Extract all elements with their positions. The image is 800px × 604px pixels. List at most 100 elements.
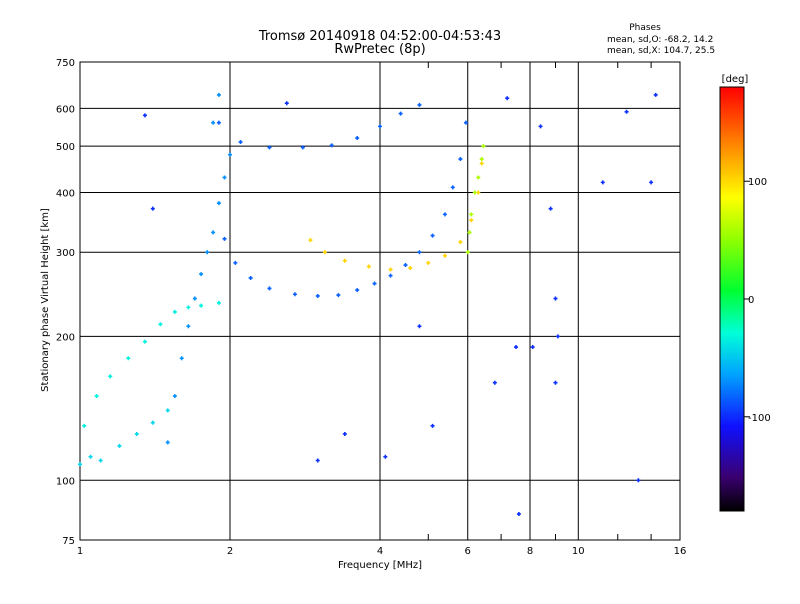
data-point [158, 322, 163, 327]
chart-subtitle: RwPretec (8p) [334, 42, 425, 57]
data-point [98, 458, 103, 463]
data-point [472, 190, 477, 195]
data-point [108, 374, 113, 379]
phases-title: Phases [629, 23, 661, 33]
tick-labels: 1 2 4 6 8 10 16 750 600 500 400 300 200 100 75 [56, 58, 686, 557]
y-tick-label: 600 [56, 104, 75, 115]
data-point [267, 286, 272, 291]
data-point [117, 443, 122, 448]
data-point [199, 303, 204, 308]
data-point [403, 263, 408, 268]
chart-title: Tromsø 20140918 04:52:00-04:53:43 [258, 29, 501, 44]
data-point [430, 233, 435, 238]
data-point [479, 157, 484, 162]
data-point [179, 356, 184, 361]
data-point [308, 238, 313, 243]
data-point [600, 180, 605, 185]
x-axis-label: Frequency [MHz] [338, 560, 422, 571]
data-point [165, 440, 170, 445]
data-point [216, 120, 221, 125]
data-point [426, 260, 431, 265]
data-point [322, 250, 327, 255]
data-point [315, 293, 320, 298]
data-point [192, 296, 197, 301]
data-point [408, 266, 413, 271]
data-point [134, 431, 139, 436]
data-point [653, 92, 658, 97]
data-point [355, 288, 360, 293]
colorbar-tick-label: -100 [748, 413, 771, 424]
x-tick-label: 8 [527, 546, 533, 557]
data-point [505, 96, 510, 101]
data-point [469, 212, 474, 217]
data-point [150, 420, 155, 425]
data-point [476, 175, 481, 180]
data-point [78, 462, 82, 467]
data-point [216, 300, 221, 305]
data-point [150, 206, 155, 211]
data-point [479, 161, 484, 166]
data-point [476, 190, 481, 195]
data-point [388, 267, 393, 272]
x-tick-label: 1 [77, 546, 83, 557]
data-point [300, 145, 305, 150]
data-point [624, 109, 629, 114]
data-point [342, 431, 347, 436]
data-point [398, 111, 403, 116]
data-point [222, 175, 227, 180]
data-point [366, 264, 371, 269]
data-point [481, 144, 486, 149]
data-point [342, 258, 347, 263]
data-point [465, 250, 470, 255]
data-point [211, 230, 216, 235]
data-point [216, 92, 221, 97]
y-tick-label: 200 [56, 332, 75, 343]
data-point [458, 240, 463, 245]
data-point [430, 423, 435, 428]
x-tick-label: 2 [227, 546, 233, 557]
data-point [165, 408, 170, 413]
data-point [292, 292, 297, 297]
data-point [142, 113, 147, 118]
colorbar-label: [deg] [722, 74, 749, 85]
data-point [88, 454, 93, 459]
data-point [142, 339, 147, 344]
x-tick-label: 16 [674, 546, 687, 557]
data-point [216, 201, 221, 206]
x-tick-label: 6 [465, 546, 471, 557]
data-point [442, 253, 447, 258]
data-point [514, 345, 519, 350]
data-point [186, 305, 191, 310]
data-point [378, 124, 382, 129]
data-point [469, 218, 474, 223]
data-point [199, 272, 204, 277]
data-point [417, 324, 422, 329]
data-point [355, 136, 360, 141]
data-point [186, 324, 191, 329]
data-point [388, 273, 393, 278]
colorbar-ticks: 100 0 -100 [744, 177, 771, 424]
data-point [315, 458, 320, 463]
colorbar-tick-label: 100 [748, 177, 767, 188]
data-point [329, 143, 334, 148]
plot-grid [80, 62, 680, 540]
data-point [417, 102, 422, 107]
data-point [538, 124, 543, 129]
x-tick-label: 10 [572, 546, 585, 557]
data-point [82, 423, 87, 428]
data-point [555, 334, 560, 339]
data-point [233, 260, 238, 265]
data-point [172, 394, 177, 399]
data-point [492, 380, 497, 385]
data-point [211, 120, 216, 125]
data-point [383, 454, 388, 459]
data-point [458, 157, 463, 162]
y-axis-label: Stationary phase Virtual Height [km] [40, 208, 51, 392]
colorbar-tick-label: 0 [748, 295, 754, 306]
x-tick-label: 4 [377, 546, 383, 557]
data-point [238, 140, 243, 145]
data-point [463, 120, 468, 125]
data-point [228, 152, 232, 157]
data-point [649, 180, 654, 185]
